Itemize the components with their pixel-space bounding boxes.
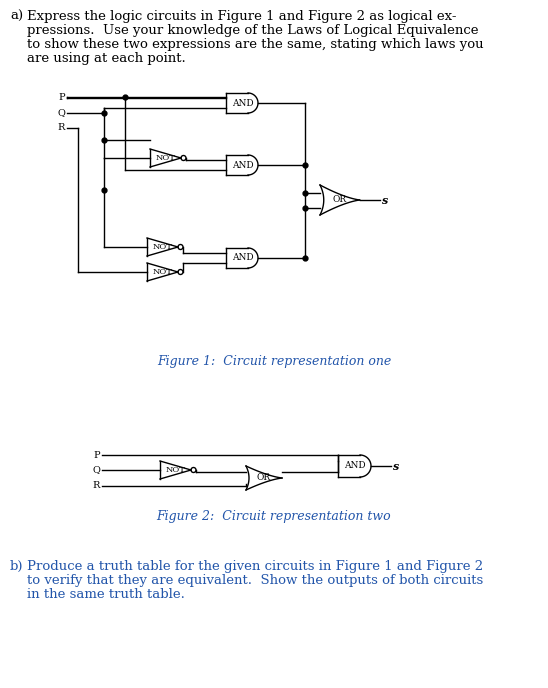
Text: NOT: NOT <box>165 466 185 474</box>
Text: P: P <box>93 451 100 460</box>
Text: Figure 1:  Circuit representation one: Figure 1: Circuit representation one <box>157 355 391 368</box>
Text: P: P <box>59 92 65 102</box>
Text: Q: Q <box>92 466 100 475</box>
Text: Produce a truth table for the given circuits in Figure 1 and Figure 2: Produce a truth table for the given circ… <box>27 560 483 573</box>
Text: b): b) <box>10 560 24 573</box>
Text: in the same truth table.: in the same truth table. <box>27 588 185 601</box>
Text: to show these two expressions are the same, stating which laws you: to show these two expressions are the sa… <box>27 38 484 51</box>
Text: s: s <box>393 460 399 471</box>
Text: Express the logic circuits in Figure 1 and Figure 2 as logical ex-: Express the logic circuits in Figure 1 a… <box>27 10 456 23</box>
Text: R: R <box>93 482 100 491</box>
Text: OR: OR <box>333 195 347 204</box>
Text: NOT: NOT <box>152 243 172 251</box>
Text: to verify that they are equivalent.  Show the outputs of both circuits: to verify that they are equivalent. Show… <box>27 574 483 587</box>
Text: are using at each point.: are using at each point. <box>27 52 186 65</box>
Text: s: s <box>381 195 388 206</box>
Text: AND: AND <box>232 160 254 169</box>
Text: AND: AND <box>232 98 254 107</box>
Text: NOT: NOT <box>152 268 172 276</box>
Text: R: R <box>58 124 65 133</box>
Text: AND: AND <box>344 462 366 471</box>
Text: NOT: NOT <box>155 154 175 162</box>
Text: AND: AND <box>232 253 254 263</box>
Text: a): a) <box>10 10 23 23</box>
Text: OR: OR <box>257 473 271 482</box>
Text: Figure 2:  Circuit representation two: Figure 2: Circuit representation two <box>157 510 391 523</box>
Text: pressions.  Use your knowledge of the Laws of Logical Equivalence: pressions. Use your knowledge of the Law… <box>27 24 478 37</box>
Text: Q: Q <box>57 109 65 118</box>
